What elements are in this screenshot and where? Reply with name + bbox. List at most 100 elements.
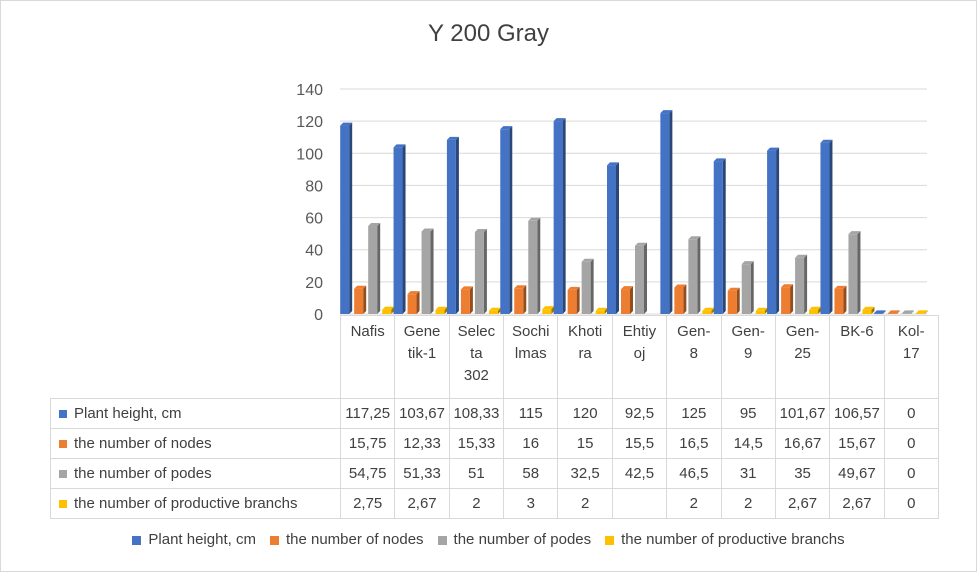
category-label: Gene tik-1: [394, 315, 450, 399]
data-label: 32,5: [557, 458, 613, 489]
series-name-cell: the number of podes: [50, 458, 341, 489]
bar: [354, 285, 367, 314]
data-label: 101,67: [774, 398, 831, 429]
category-label-line: ta: [470, 345, 483, 362]
data-label: 125: [666, 398, 722, 429]
data-label: 117,25: [339, 398, 396, 429]
category-label: Selec ta 302: [448, 315, 505, 399]
table-corner: [50, 315, 341, 399]
category-label-line: Kol-: [897, 323, 925, 340]
legend-item: Plant height, cm: [132, 531, 256, 548]
bar: [755, 307, 768, 314]
bar: [862, 306, 875, 314]
category-label: Sochi lmas: [503, 315, 559, 399]
bar: [727, 287, 740, 314]
bar: [542, 306, 555, 314]
y-tick-label: 40: [305, 243, 323, 260]
data-label: 15,33: [448, 428, 505, 459]
data-label: 16: [503, 428, 559, 459]
data-label: 31: [720, 458, 776, 489]
data-label: [611, 488, 668, 519]
y-tick-label: 20: [305, 275, 323, 292]
bar: [567, 286, 580, 314]
category-label-line: 25: [794, 345, 811, 362]
category-label-line: Gen-: [677, 323, 711, 340]
data-label: 15,5: [611, 428, 668, 459]
bar: [635, 242, 647, 314]
data-label: 120: [557, 398, 613, 429]
data-label: 2: [666, 488, 722, 519]
bar: [741, 261, 754, 314]
data-label: 0: [883, 428, 939, 459]
legend-label: the number of nodes: [285, 531, 424, 548]
data-label: 2: [557, 488, 613, 519]
series-name: the number of nodes: [74, 435, 212, 452]
bar: [607, 162, 619, 314]
data-label: 16,5: [666, 428, 722, 459]
data-label: 2,67: [394, 488, 450, 519]
legend-label: the number of productive branchs: [621, 531, 845, 548]
category-label: Khoti ra: [557, 315, 613, 399]
category-label: Kol- 17: [883, 315, 939, 399]
bar: [674, 284, 687, 314]
category-label-line: 17: [902, 345, 920, 362]
y-tick-label: 60: [305, 211, 323, 228]
category-label-line: oj: [633, 345, 646, 362]
data-label: 0: [883, 398, 939, 429]
series-name: the number of productive branchs: [74, 495, 298, 512]
bar: [781, 284, 794, 314]
category-label: Ehtiy oj: [611, 315, 668, 399]
data-label: 2: [720, 488, 776, 519]
table-row: the number of podes 54,75 51,33 51 58 32,5 42,…: [50, 458, 939, 489]
data-label: 2,67: [774, 488, 831, 519]
series-name-cell: Plant height, cm: [50, 398, 341, 429]
legend-key-icon: [437, 535, 447, 545]
legend-key-icon: [59, 410, 67, 419]
table-row: Plant height, cm 117,25 103,67 108,33 115 120…: [50, 398, 939, 429]
legend-key-icon: [605, 535, 615, 545]
category-label-line: lmas: [514, 345, 547, 362]
bar: [553, 118, 566, 315]
series-name: Plant height, cm: [74, 405, 182, 422]
data-label: 2,67: [829, 488, 885, 519]
legend-key-icon: [132, 535, 142, 545]
bar: [795, 254, 808, 314]
category-label-line: 302: [463, 367, 489, 384]
data-label: 12,33: [394, 428, 450, 459]
category-label: Gen- 9: [720, 315, 776, 399]
chart-title: Y 200 Gray: [428, 20, 549, 47]
bar: [421, 228, 434, 314]
bar: [581, 258, 594, 314]
bar: [660, 110, 673, 314]
legend-key-icon: [269, 535, 279, 545]
bar: [713, 158, 726, 314]
data-label: 95: [720, 398, 776, 429]
series-name: the number of podes: [74, 465, 212, 482]
series-name-cell: the number of productive branchs: [50, 488, 341, 519]
category-label-line: Gen-: [731, 323, 765, 340]
legend-item: the number of productive branchs: [605, 531, 845, 548]
data-table: Nafis Gene tik-1 Selec ta 302 Sochi lmas Khoti ra…: [50, 315, 939, 519]
legend-key-icon: [59, 470, 67, 479]
data-label: 106,57: [829, 398, 885, 429]
data-label: 46,5: [666, 458, 722, 489]
data-label: 2,75: [339, 488, 396, 519]
category-label: Nafis: [339, 315, 396, 399]
bar: [873, 310, 886, 314]
data-label: 103,67: [394, 398, 450, 429]
data-label: 108,33: [448, 398, 505, 429]
bar: [820, 139, 833, 314]
data-label: 2: [448, 488, 505, 519]
category-label-line: 9: [744, 345, 753, 362]
category-label-line: Nafis: [350, 323, 385, 340]
bar: [621, 286, 633, 314]
bar: [488, 307, 501, 314]
data-label: 15: [557, 428, 613, 459]
bar: [514, 285, 527, 314]
bar: [435, 306, 448, 314]
bar: [393, 144, 406, 314]
category-label-line: Khoti: [568, 323, 603, 340]
legend: Plant height, cm the number of nodes the n…: [0, 531, 977, 548]
category-label-line: Gene: [403, 323, 441, 340]
